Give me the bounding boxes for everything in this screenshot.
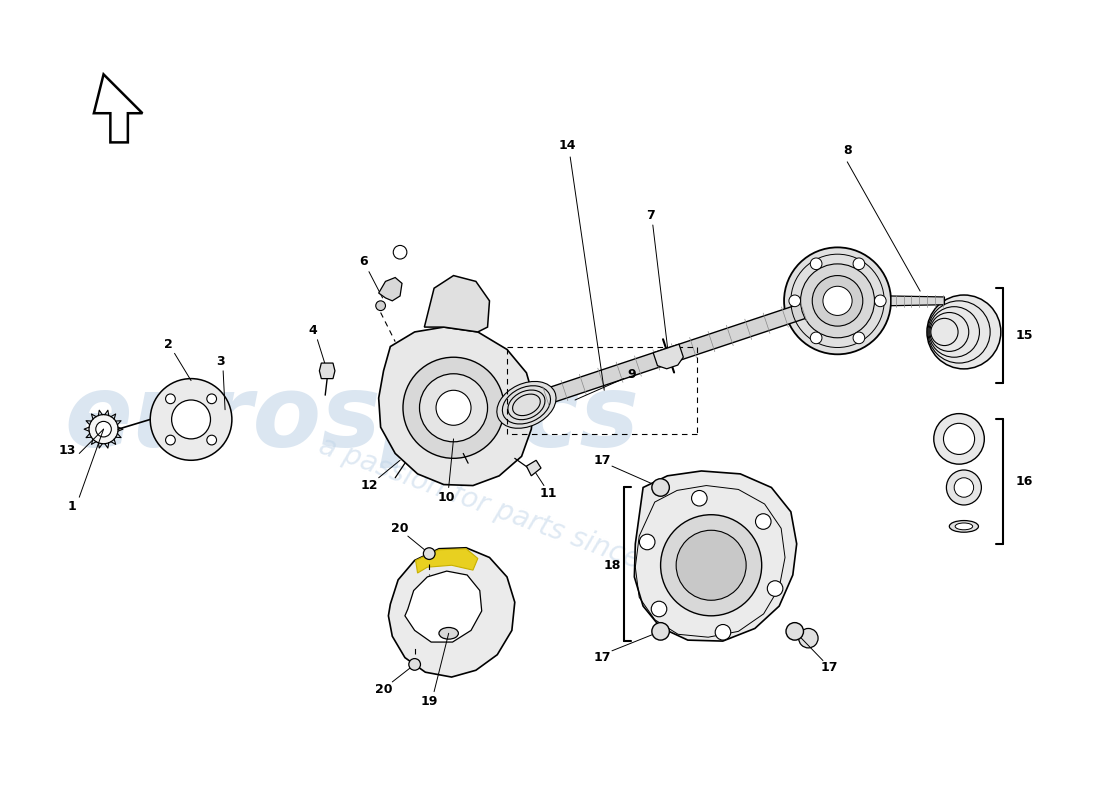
- Text: 9: 9: [627, 368, 636, 382]
- Text: 3: 3: [216, 354, 224, 368]
- Text: 12: 12: [360, 479, 377, 492]
- Circle shape: [652, 622, 669, 640]
- Circle shape: [768, 581, 783, 596]
- Polygon shape: [405, 571, 482, 642]
- Circle shape: [166, 394, 175, 404]
- Polygon shape: [416, 549, 477, 573]
- Text: 8: 8: [843, 144, 851, 157]
- Circle shape: [96, 422, 111, 437]
- Circle shape: [409, 658, 420, 670]
- Circle shape: [789, 295, 801, 306]
- Circle shape: [403, 358, 504, 458]
- Circle shape: [811, 332, 822, 344]
- Text: 13: 13: [59, 444, 76, 457]
- Text: 4: 4: [308, 323, 317, 337]
- Circle shape: [946, 470, 981, 505]
- Circle shape: [854, 332, 865, 344]
- Circle shape: [172, 400, 210, 439]
- Text: 10: 10: [438, 490, 455, 504]
- Text: 18: 18: [603, 558, 620, 572]
- Circle shape: [166, 435, 175, 445]
- Circle shape: [874, 295, 887, 306]
- Circle shape: [823, 286, 852, 315]
- Circle shape: [436, 390, 471, 426]
- Polygon shape: [378, 327, 535, 486]
- Circle shape: [394, 246, 407, 259]
- Circle shape: [661, 514, 761, 616]
- Circle shape: [944, 423, 975, 454]
- Text: 20: 20: [375, 683, 393, 696]
- Circle shape: [151, 378, 232, 460]
- Polygon shape: [319, 363, 334, 378]
- Circle shape: [786, 622, 803, 640]
- Circle shape: [207, 435, 217, 445]
- Polygon shape: [653, 344, 683, 369]
- Text: 17: 17: [594, 454, 610, 466]
- Ellipse shape: [497, 382, 556, 428]
- Ellipse shape: [955, 523, 972, 530]
- Text: 2: 2: [164, 338, 173, 351]
- Circle shape: [652, 478, 669, 496]
- Circle shape: [207, 394, 217, 404]
- Polygon shape: [527, 460, 541, 476]
- Text: 17: 17: [594, 651, 610, 664]
- Polygon shape: [94, 74, 142, 142]
- Polygon shape: [378, 278, 402, 301]
- Circle shape: [854, 258, 865, 270]
- Circle shape: [812, 275, 862, 326]
- Circle shape: [954, 478, 974, 498]
- Text: 15: 15: [1015, 330, 1033, 342]
- Text: eurospecs: eurospecs: [64, 371, 639, 468]
- Ellipse shape: [439, 627, 459, 639]
- Ellipse shape: [949, 521, 979, 532]
- Circle shape: [692, 490, 707, 506]
- Text: 20: 20: [392, 522, 409, 535]
- Circle shape: [799, 629, 818, 648]
- Circle shape: [715, 625, 730, 640]
- Text: 11: 11: [540, 487, 558, 500]
- Circle shape: [676, 530, 746, 600]
- Text: a passion for parts since 1985: a passion for parts since 1985: [315, 432, 718, 602]
- Circle shape: [419, 374, 487, 442]
- Text: 19: 19: [420, 695, 438, 708]
- Text: 6: 6: [359, 255, 367, 269]
- Polygon shape: [891, 296, 945, 306]
- Polygon shape: [388, 548, 515, 677]
- Polygon shape: [635, 471, 796, 641]
- Text: 7: 7: [647, 209, 656, 222]
- Circle shape: [424, 548, 436, 559]
- Text: 17: 17: [821, 661, 838, 674]
- Circle shape: [639, 534, 654, 550]
- Circle shape: [801, 264, 874, 338]
- Circle shape: [934, 414, 984, 464]
- Circle shape: [811, 258, 822, 270]
- Circle shape: [756, 514, 771, 530]
- Circle shape: [927, 295, 1001, 369]
- Text: 1: 1: [67, 501, 76, 514]
- Circle shape: [784, 247, 891, 354]
- Circle shape: [89, 414, 118, 444]
- Circle shape: [651, 602, 667, 617]
- Polygon shape: [425, 275, 490, 332]
- Text: 14: 14: [559, 139, 576, 152]
- Polygon shape: [519, 295, 830, 412]
- Circle shape: [376, 301, 385, 310]
- Text: 16: 16: [1015, 475, 1033, 488]
